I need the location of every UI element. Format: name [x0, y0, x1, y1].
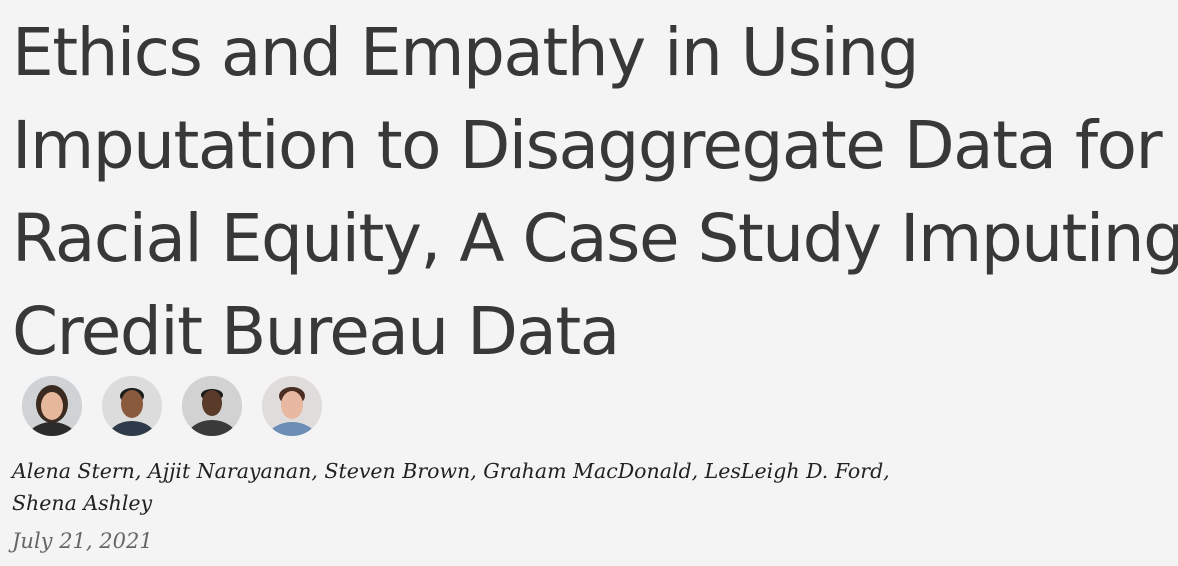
avatar-face — [41, 392, 63, 420]
avatar-face — [281, 391, 303, 419]
author-name[interactable]: Steven Brown, — [324, 459, 477, 483]
avatar-face — [121, 390, 143, 418]
avatar-shirt — [108, 421, 156, 436]
author-name[interactable]: Alena Stern, — [12, 459, 142, 483]
author-photo-icon — [262, 376, 322, 436]
author-name[interactable]: Shena Ashley — [12, 491, 153, 515]
author-list: Alena Stern, Ajjit Narayanan, Steven Bro… — [12, 455, 1112, 519]
title-line: Ethics and Empathy in Using — [12, 14, 920, 91]
author-photo-icon — [102, 376, 162, 436]
author-avatar-4[interactable] — [262, 376, 322, 436]
author-name[interactable]: Ajjit Narayanan, — [147, 459, 318, 483]
avatar-shirt — [268, 422, 316, 436]
avatar-shirt — [28, 422, 76, 436]
title-line: Racial Equity, A Case Study Imputing — [12, 200, 1178, 277]
publish-date: July 21, 2021 — [12, 529, 153, 553]
author-avatar-2[interactable] — [102, 376, 162, 436]
author-avatars — [22, 376, 322, 436]
author-avatar-1[interactable] — [22, 376, 82, 436]
author-avatar-3[interactable] — [182, 376, 242, 436]
article-title: Ethics and Empathy in Using Imputation t… — [12, 6, 1178, 378]
author-name[interactable]: LesLeigh D. Ford, — [704, 459, 890, 483]
title-line: Credit Bureau Data — [12, 293, 620, 370]
avatar-face — [202, 390, 222, 416]
author-photo-icon — [22, 376, 82, 436]
avatar-shirt — [187, 420, 237, 436]
author-photo-icon — [182, 376, 242, 436]
title-line: Imputation to Disaggregate Data for — [12, 107, 1163, 184]
author-name[interactable]: Graham MacDonald, — [483, 459, 699, 483]
